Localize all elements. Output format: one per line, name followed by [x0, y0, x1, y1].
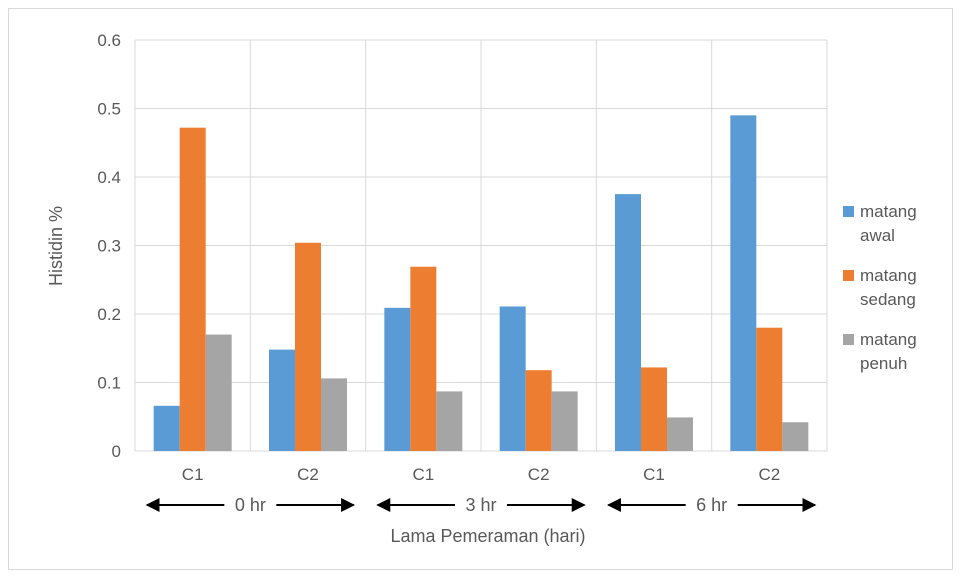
- histidin-bar-chart: 0 0.1 0.2 0.3 0.4 0.5 0.6 C1 C2 C1 C2 C1 C2 0 hr 3 h…: [46, 31, 917, 546]
- y-axis-ticks: 0 0.1 0.2 0.3 0.4 0.5 0.6: [97, 31, 121, 461]
- group-label: 0 hr: [235, 495, 266, 515]
- x-tick-label: C1: [643, 465, 665, 484]
- bar-matang-penuh-1: [321, 378, 347, 451]
- group-labels: 0 hr 3 hr 6 hr: [145, 495, 817, 515]
- group-label: 6 hr: [696, 495, 727, 515]
- bar-matang-sedang-3: [525, 370, 552, 451]
- chart-frame: 0 0.1 0.2 0.3 0.4 0.5 0.6 C1 C2 C1 C2 C1 C2 0 hr 3 h…: [8, 8, 953, 570]
- bar-matang-awal-3: [499, 306, 526, 451]
- bar-matang-penuh-0: [205, 334, 232, 451]
- bars: [153, 115, 809, 452]
- legend-label: matang: [860, 266, 917, 285]
- bar-matang-awal-4: [615, 194, 641, 451]
- y-tick-label: 0.3: [97, 237, 121, 256]
- bar-matang-penuh-4: [667, 417, 693, 451]
- x-tick-label: C1: [182, 465, 204, 484]
- group-label: 3 hr: [465, 495, 496, 515]
- bar-matang-sedang-0: [179, 127, 206, 452]
- bar-matang-penuh-5: [782, 422, 809, 451]
- x-tick-label: C2: [528, 465, 550, 484]
- bar-matang-awal-1: [269, 349, 295, 451]
- y-tick-label: 0.5: [97, 100, 121, 119]
- bar-matang-sedang-1: [295, 242, 321, 451]
- x-tick-label: C2: [758, 465, 780, 484]
- legend-swatch: [843, 270, 854, 281]
- legend-label: matang: [860, 202, 917, 221]
- y-axis-title: Histidin %: [46, 206, 66, 286]
- y-tick-label: 0.4: [97, 168, 121, 187]
- x-tick-label: C1: [412, 465, 434, 484]
- bar-matang-sedang-2: [410, 266, 437, 451]
- bar-matang-awal-5: [730, 115, 757, 451]
- bar-matang-awal-2: [384, 307, 411, 451]
- y-tick-label: 0.6: [97, 31, 121, 50]
- legend-label: matang: [860, 330, 917, 349]
- bar-matang-awal-0: [153, 405, 180, 451]
- grid-lines: [134, 39, 828, 452]
- bar-matang-penuh-2: [436, 391, 463, 451]
- legend-swatch: [843, 334, 854, 345]
- y-tick-label: 0: [112, 442, 121, 461]
- y-tick-label: 0.2: [97, 305, 121, 324]
- x-axis-title: Lama Pemeraman (hari): [390, 526, 585, 546]
- bar-matang-sedang-5: [756, 327, 783, 451]
- legend: matang awal matang sedang matang penuh: [843, 202, 917, 373]
- bar-matang-penuh-3: [551, 391, 578, 451]
- x-axis-ticks: C1 C2 C1 C2 C1 C2: [182, 465, 780, 484]
- y-tick-label: 0.1: [97, 374, 121, 393]
- legend-label: sedang: [860, 290, 916, 309]
- bar-matang-sedang-4: [641, 367, 667, 451]
- legend-swatch: [843, 206, 854, 217]
- x-tick-label: C2: [297, 465, 319, 484]
- legend-label: penuh: [860, 354, 907, 373]
- legend-label: awal: [860, 226, 895, 245]
